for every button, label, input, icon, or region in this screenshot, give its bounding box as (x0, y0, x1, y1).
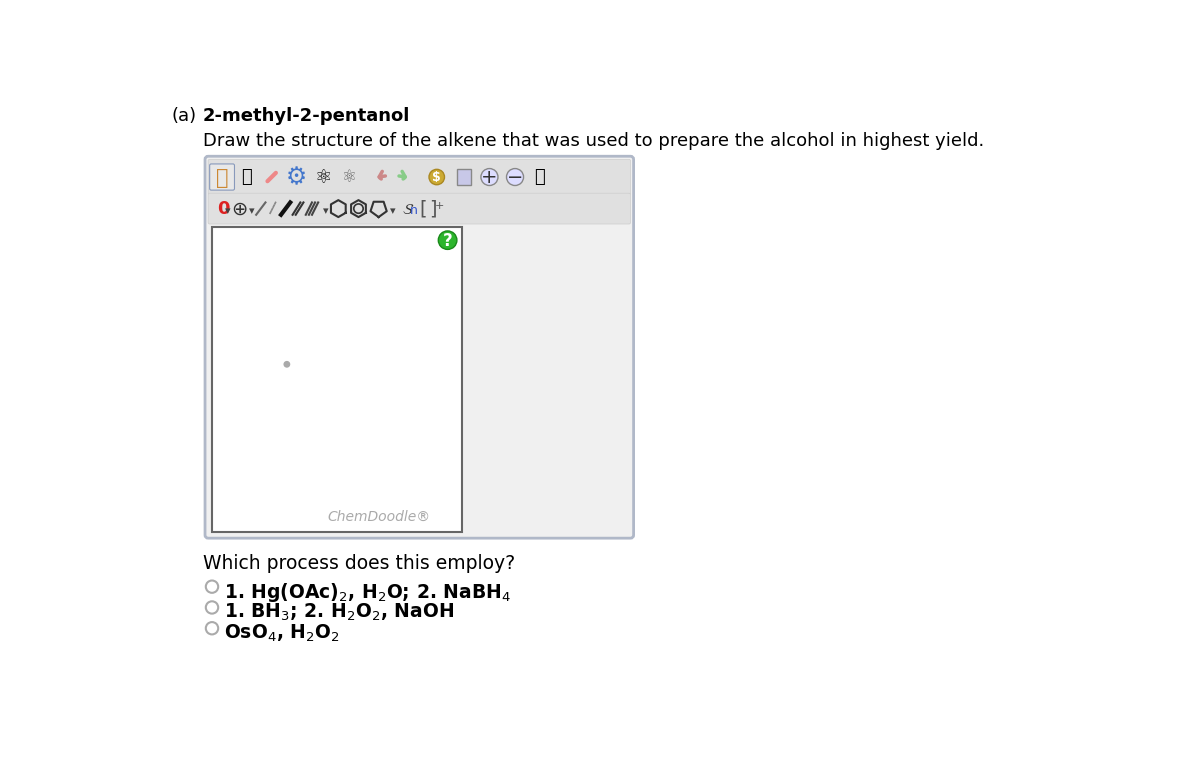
Text: 🎨: 🎨 (534, 168, 545, 186)
Text: ]: ] (430, 200, 437, 219)
Text: +: + (436, 201, 444, 211)
Text: ⚙: ⚙ (286, 165, 307, 189)
Text: ⚛: ⚛ (314, 168, 331, 186)
Text: ChemDoodle®: ChemDoodle® (328, 510, 431, 524)
Text: Which process does this employ?: Which process does this employ? (203, 554, 515, 572)
Text: ▾: ▾ (250, 206, 254, 216)
FancyBboxPatch shape (208, 193, 630, 224)
Text: ✋: ✋ (216, 168, 228, 188)
Text: ?: ? (443, 232, 452, 250)
Text: 1. BH$_3$; 2. H$_2$O$_2$, NaOH: 1. BH$_3$; 2. H$_2$O$_2$, NaOH (224, 602, 455, 623)
Text: n: n (409, 204, 418, 217)
Circle shape (430, 169, 444, 185)
FancyBboxPatch shape (205, 156, 634, 538)
Circle shape (438, 231, 457, 250)
Text: −: − (506, 168, 523, 186)
Bar (212, 227, 462, 532)
Text: $: $ (432, 170, 442, 184)
Text: $\mathcal{S}$: $\mathcal{S}$ (402, 202, 414, 217)
Text: 1. Hg(OAc)$_2$, H$_2$O; 2. NaBH$_4$: 1. Hg(OAc)$_2$, H$_2$O; 2. NaBH$_4$ (224, 581, 511, 604)
Text: ⚛: ⚛ (342, 168, 356, 186)
Text: 🧪: 🧪 (241, 168, 252, 186)
Text: 2-methyl-2-pentanol: 2-methyl-2-pentanol (203, 107, 410, 125)
Text: ⊕: ⊕ (230, 200, 247, 219)
Text: (a): (a) (172, 107, 197, 125)
Text: +: + (481, 168, 498, 186)
Text: OsO$_4$, H$_2$O$_2$: OsO$_4$, H$_2$O$_2$ (224, 623, 341, 644)
FancyBboxPatch shape (208, 159, 630, 195)
Text: Draw the structure of the alkene that was used to prepare the alcohol in highest: Draw the structure of the alkene that wa… (203, 131, 984, 150)
Text: 0: 0 (217, 201, 230, 218)
Text: ▾: ▾ (226, 206, 230, 216)
Text: ▾: ▾ (323, 206, 329, 216)
FancyBboxPatch shape (210, 164, 234, 190)
FancyBboxPatch shape (457, 169, 470, 185)
Text: [: [ (419, 200, 426, 219)
Circle shape (481, 169, 498, 185)
Circle shape (506, 169, 523, 185)
Text: ▾: ▾ (390, 206, 395, 216)
Circle shape (284, 362, 289, 367)
